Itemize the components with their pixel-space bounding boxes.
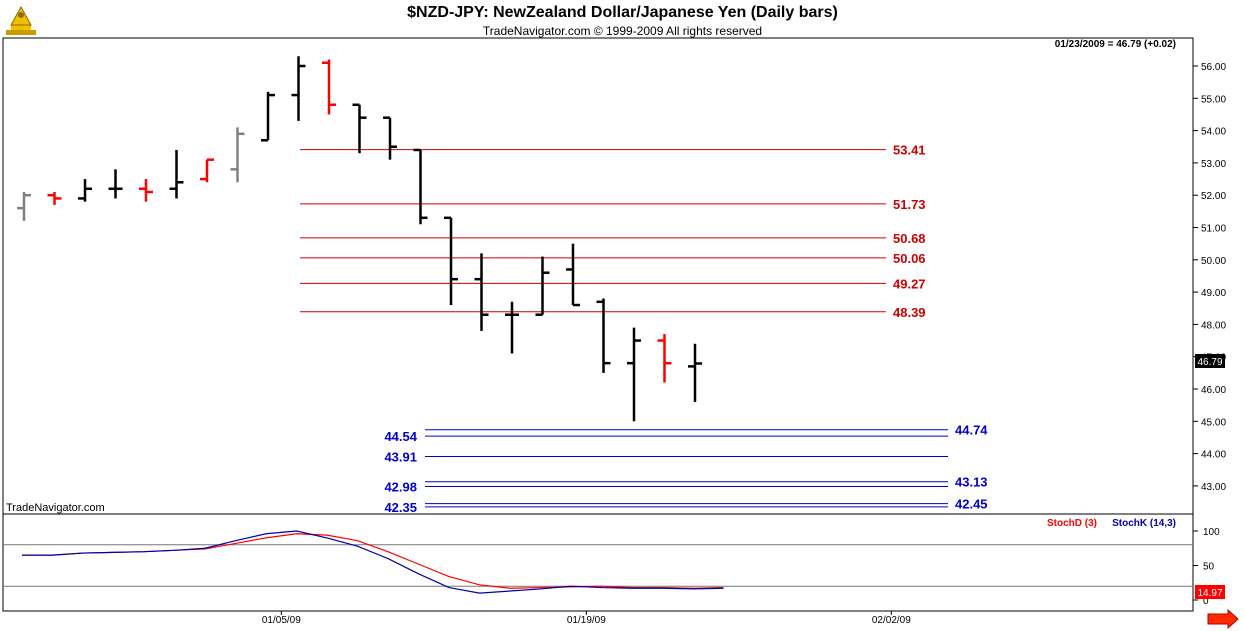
ohlc-bar	[596, 298, 611, 373]
price-tick-label: 54.00	[1201, 127, 1226, 138]
projection-label: 44.54	[384, 429, 417, 444]
stoch-tick-label: 100	[1203, 527, 1220, 538]
projection-label: 44.74	[955, 423, 988, 438]
stoch-value-tag-text: 14.97	[1197, 588, 1222, 599]
projection-label: 43.91	[384, 450, 417, 465]
fibonacci-levels: 53.41 51.73 50.68 50.06 49.27 48.39 44.74 44.54…	[300, 143, 988, 515]
retracement-label: 51.73	[893, 197, 926, 212]
retracement-label: 50.68	[893, 231, 926, 246]
ohlc-bar	[413, 148, 428, 225]
chart-title: $NZD-JPY: NewZealand Dollar/Japanese Yen…	[407, 4, 838, 21]
navigator-logo-icon	[3, 3, 39, 39]
ohlc-bar	[108, 169, 123, 199]
projection-label: 43.13	[955, 475, 988, 490]
time-axis-label: 01/05/09	[262, 615, 301, 626]
ohlc-bar	[230, 127, 245, 183]
ohlc-bar	[200, 158, 214, 183]
stoch-tick-label: 0	[1203, 596, 1209, 607]
stoch-line	[22, 530, 724, 594]
legend-stochd: StochD (3)	[1047, 518, 1097, 529]
price-axis: 56.00 55.00 54.00 53.00 52.00 51.00 50.00 49.00…	[1193, 62, 1226, 493]
ohlc-bar	[139, 179, 153, 202]
price-tick-label: 51.00	[1201, 224, 1226, 235]
ohlc-bar	[17, 191, 31, 222]
ohlc-bar	[78, 179, 92, 202]
price-tick-label: 55.00	[1201, 94, 1226, 105]
price-tick-label: 44.00	[1201, 450, 1226, 461]
scroll-right-arrow-icon[interactable]	[1207, 608, 1239, 630]
price-bars	[17, 56, 702, 422]
price-tick-label: 52.00	[1201, 191, 1226, 202]
ohlc-bar	[474, 253, 489, 331]
ohlc-bar	[291, 56, 306, 121]
stoch-panel-frame	[2, 513, 1194, 612]
price-tick-label: 50.00	[1201, 256, 1226, 267]
price-tick-label: 49.00	[1201, 288, 1226, 299]
projection-label: 42.35	[384, 500, 417, 515]
ohlc-bar	[505, 301, 519, 354]
last-price-tag	[1195, 354, 1225, 368]
ohlc-bar	[566, 243, 580, 307]
last-value-readout: 01/23/2009 = 46.79 (+0.02)	[1055, 39, 1176, 50]
ohlc-bar	[261, 91, 275, 142]
stoch-tick-label: 50	[1203, 562, 1215, 573]
retracement-label: 49.27	[893, 276, 926, 291]
retracement-label: 48.39	[893, 305, 926, 320]
stoch-value-tag	[1195, 585, 1225, 599]
ohlc-bar	[169, 149, 184, 199]
last-price-tag-text: 46.79	[1197, 357, 1222, 368]
projection-label: 42.98	[384, 480, 417, 495]
ohlc-bar	[47, 191, 62, 205]
chart-subtitle: TradeNavigator.com © 1999-2009 All right…	[482, 24, 763, 38]
time-axis: 01/05/09 01/19/09 02/02/09	[262, 611, 911, 626]
price-tick-label: 56.00	[1201, 62, 1226, 73]
price-tick-label: 53.00	[1201, 159, 1226, 170]
projection-label: 42.45	[955, 497, 988, 512]
ohlc-bar	[627, 327, 641, 422]
ohlc-bar	[322, 59, 336, 115]
price-tick-label: 48.00	[1201, 320, 1226, 331]
price-tick-label: 43.00	[1201, 482, 1226, 493]
price-tick-label: 46.00	[1201, 385, 1226, 396]
stochastic-axis: 100 50 0	[1193, 527, 1220, 607]
legend-stochk: StochK (14,3)	[1112, 518, 1176, 529]
price-panel-frame	[2, 37, 1194, 515]
price-tick-label: 45.00	[1201, 417, 1226, 428]
time-axis-label: 01/19/09	[567, 615, 606, 626]
stoch-line	[22, 533, 724, 589]
ohlc-bar	[352, 103, 367, 154]
time-axis-label: 02/02/09	[872, 615, 911, 626]
ohlc-bar	[383, 116, 397, 160]
ohlc-bar	[535, 256, 550, 316]
ohlc-bar	[657, 334, 672, 383]
stochastic-panel	[3, 530, 1193, 594]
retracement-label: 53.41	[893, 143, 926, 158]
ohlc-bar	[444, 216, 458, 306]
retracement-label: 50.06	[893, 251, 926, 266]
watermark-label: TradeNavigator.com	[6, 502, 105, 514]
ohlc-bar	[688, 343, 702, 402]
